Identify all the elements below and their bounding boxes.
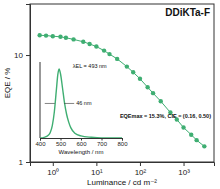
tick-mark	[122, 138, 123, 141]
tick: 400	[35, 138, 46, 147]
data-point	[94, 44, 98, 48]
inset-x-axis-title: Wavelength / nm	[59, 149, 104, 155]
data-point	[64, 36, 68, 40]
tick-label: 700	[97, 141, 108, 147]
data-point	[51, 34, 55, 38]
data-point	[71, 37, 75, 41]
data-point	[58, 35, 62, 39]
inset-x-axis: 400 500 600 700 800	[35, 138, 128, 147]
fwhm-arrow	[45, 103, 55, 104]
tick-mark	[61, 138, 62, 141]
tick-mark	[53, 162, 54, 166]
data-point	[138, 77, 142, 81]
tick-mark	[140, 162, 141, 166]
tick-mark	[96, 162, 97, 166]
tick: 800	[117, 138, 128, 147]
data-point	[44, 33, 48, 37]
tick: 700	[97, 138, 108, 147]
tick: 10	[14, 51, 30, 60]
tick: 1	[19, 158, 30, 167]
y-axis: 1 10	[14, 5, 30, 168]
inset-y-axis-line	[40, 62, 41, 138]
y-axis-line	[26, 5, 31, 163]
data-point	[202, 144, 206, 148]
data-point	[194, 138, 198, 142]
fwhm-arrow	[64, 103, 74, 104]
x-axis-title: Luminance / cd m⁻²	[87, 178, 157, 187]
data-point	[107, 52, 111, 56]
tick: 500	[56, 138, 67, 147]
data-point	[151, 91, 155, 95]
data-point	[87, 42, 91, 46]
data-point	[115, 57, 119, 61]
tick-label: 10⁰	[47, 168, 59, 177]
inset-x-axis-line	[41, 139, 123, 141]
tick: 10⁰	[47, 162, 59, 177]
x-axis-line	[31, 163, 215, 167]
tick-mark	[26, 55, 30, 56]
data-point	[131, 70, 135, 74]
tick-mark	[26, 162, 30, 163]
plot-area	[37, 33, 206, 148]
data-point	[81, 40, 85, 44]
title: DDiKTa-F	[165, 7, 210, 18]
tick-label: 10¹	[91, 168, 103, 177]
tick-label: 400	[35, 141, 46, 147]
tick-label: 500	[56, 141, 67, 147]
tick-label: 600	[76, 141, 87, 147]
tick-mark	[184, 162, 185, 166]
tick: 10³	[178, 162, 190, 177]
plot-frame	[30, 4, 214, 162]
data-point	[102, 48, 106, 52]
x-axis: 10⁰ 10¹ 10² 10³	[31, 162, 215, 177]
data-point	[37, 33, 41, 37]
chart: 10⁰ 10¹ 10² 10³ 1 10 DDiKTa-F Luminance / cd m⁻…	[0, 0, 220, 189]
series-line	[40, 35, 205, 146]
y-axis-title: EQE / %	[3, 68, 12, 99]
data-point	[145, 85, 149, 89]
data-point	[159, 99, 163, 103]
annotation: 46 nm	[76, 100, 92, 106]
spectrum-line	[40, 69, 122, 138]
tick: 10²	[135, 162, 147, 177]
tick-label: 10²	[135, 168, 147, 177]
tick: 10¹	[91, 162, 103, 177]
data-point	[189, 132, 193, 136]
inset-plot-area	[40, 69, 122, 138]
tick: 600	[76, 138, 87, 147]
tick-label: 1	[19, 158, 24, 167]
tick-label: 800	[117, 141, 128, 147]
tick-mark	[40, 138, 41, 141]
tick-mark	[102, 138, 103, 141]
annotation: EQEmax = 15.3%, CIE = (0.16, 0.50)	[120, 113, 211, 119]
data-point	[181, 125, 185, 129]
annotation: λEL = 493 nm	[73, 63, 107, 69]
tick-label: 10³	[178, 168, 190, 177]
tick-mark	[81, 138, 82, 141]
tick-label: 10	[14, 51, 23, 60]
data-point	[125, 64, 129, 68]
